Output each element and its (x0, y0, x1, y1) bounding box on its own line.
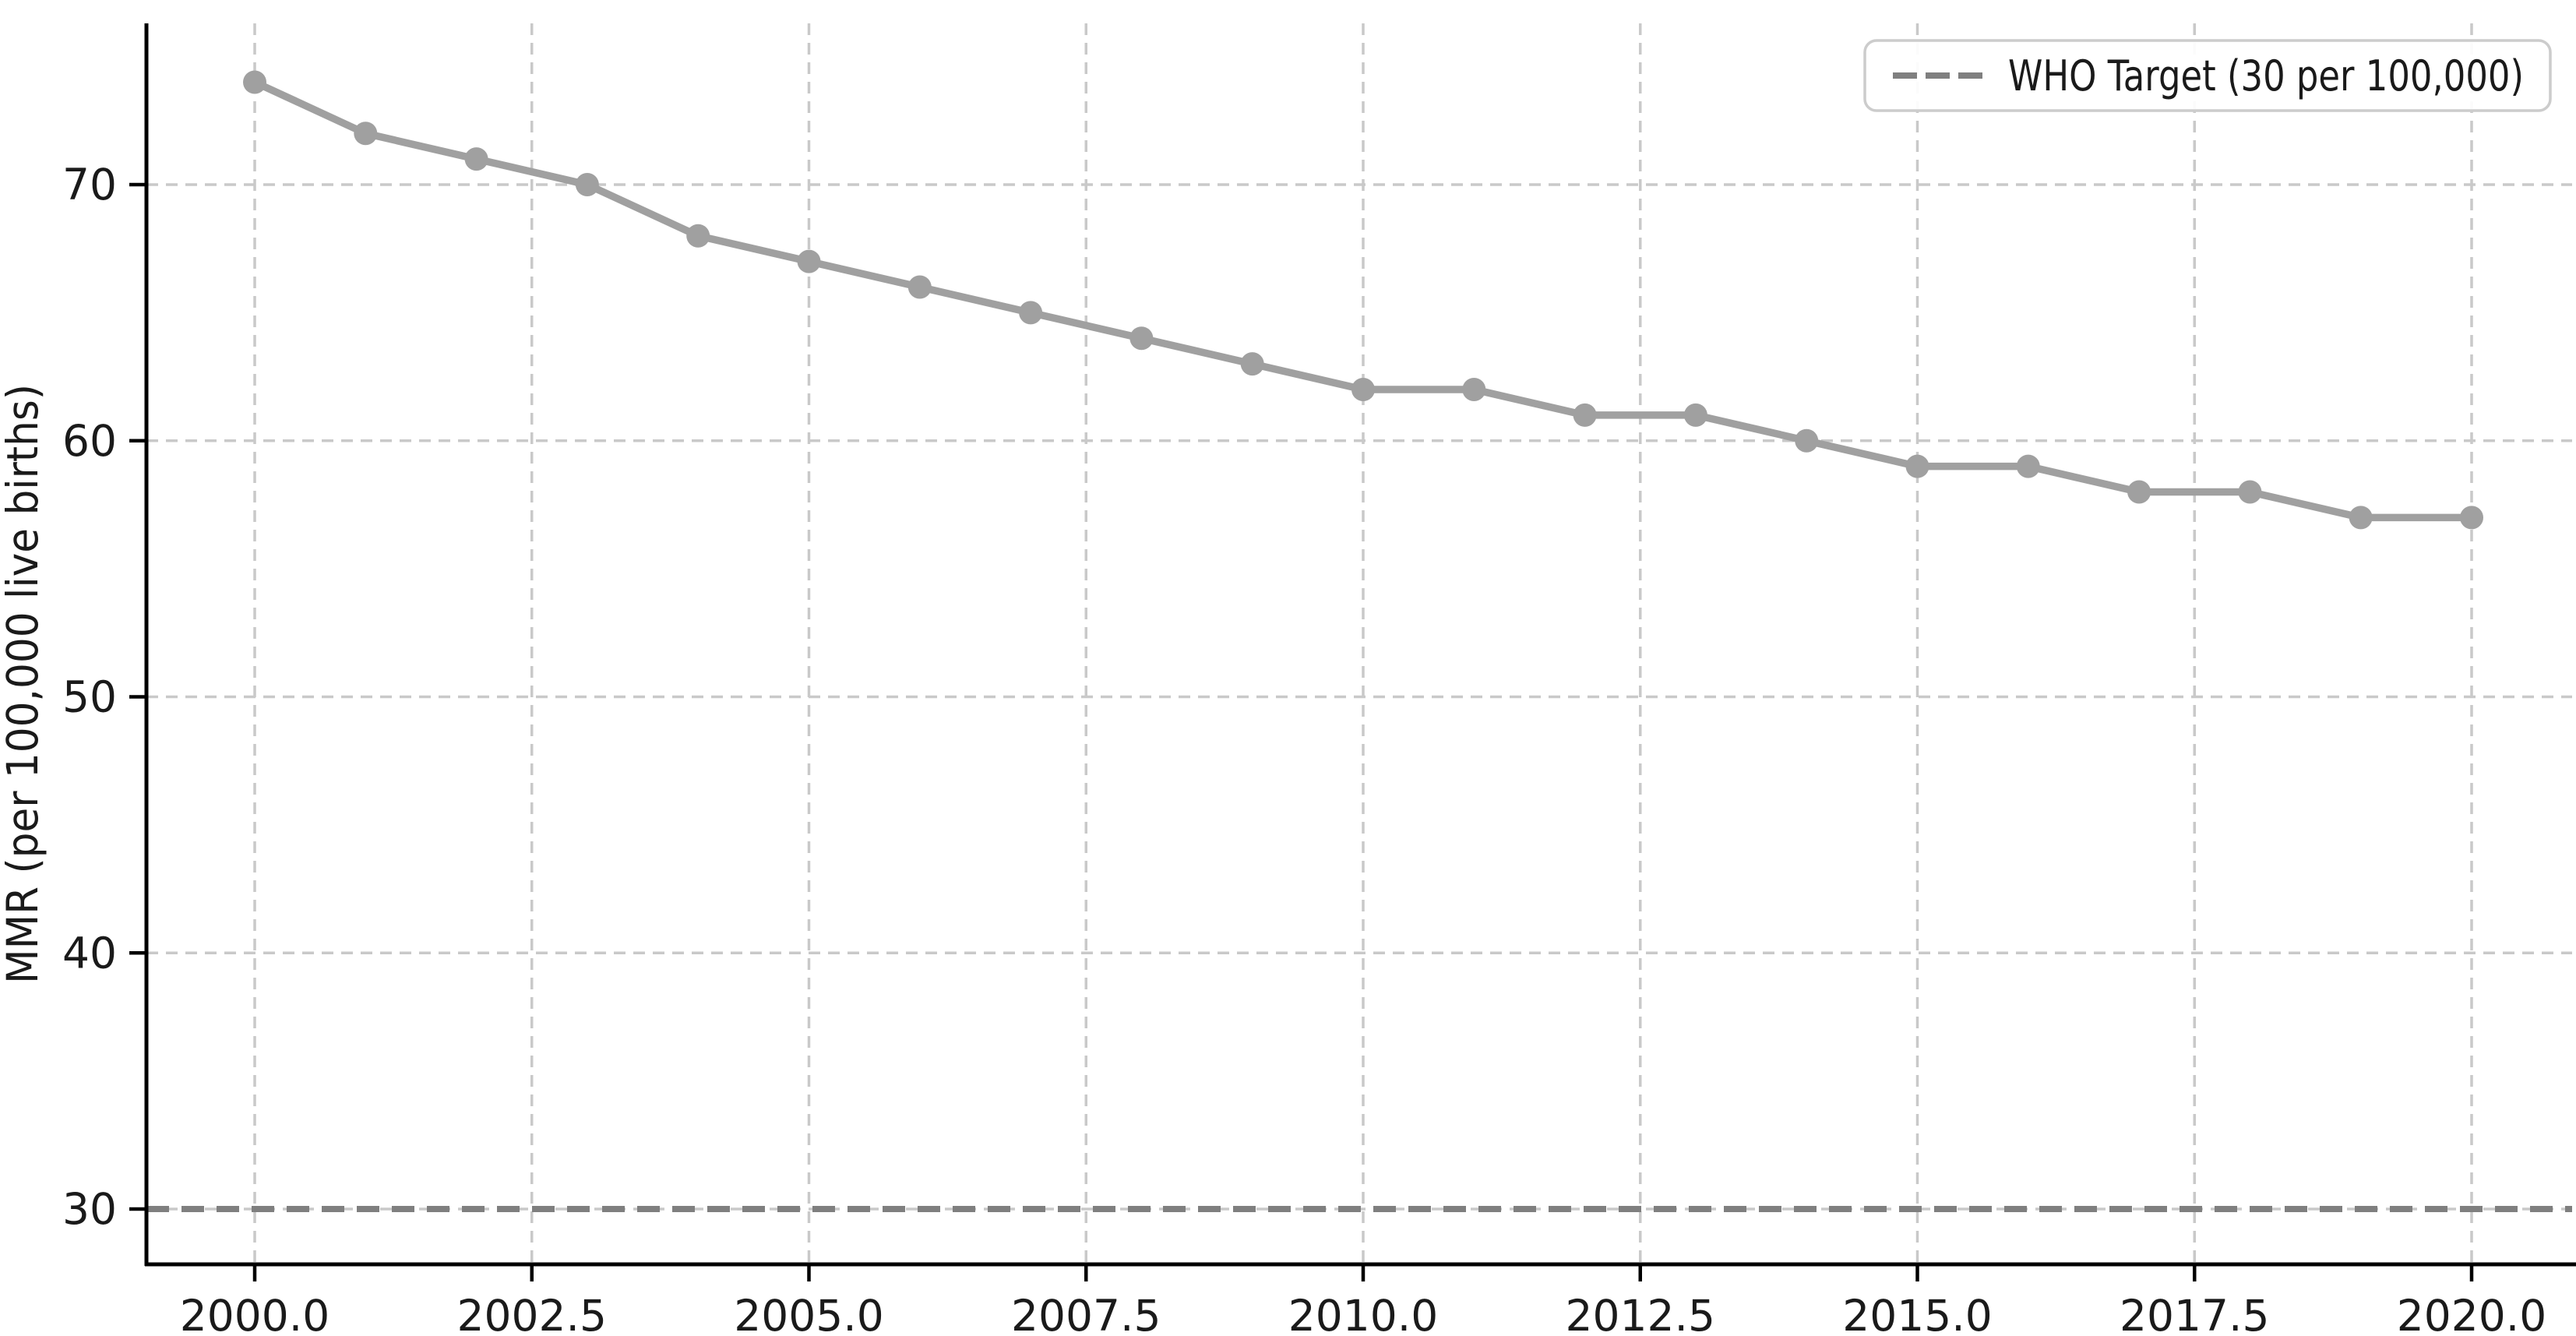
tick-labels-layer: 2000.0 2002.5 2005.0 2007.5 2010.0 2012.5 2015… (62, 160, 2546, 1336)
data-point-2009 (1240, 352, 1264, 376)
data-point-2005 (797, 249, 821, 273)
data-point-2001 (354, 122, 378, 146)
y-tick-label: 30 (62, 1184, 117, 1234)
y-tick-label: 70 (62, 160, 117, 210)
x-tick-label: 2002.5 (457, 1291, 607, 1336)
data-point-2011 (1462, 378, 1486, 401)
data-point-2018 (2238, 480, 2262, 504)
data-point-2017 (2127, 480, 2151, 504)
data-series-layer (243, 70, 2483, 530)
y-tick-label: 40 (62, 928, 117, 978)
data-point-2020 (2460, 506, 2483, 530)
axes-layer (129, 23, 2576, 1281)
x-tick-label: 2007.5 (1011, 1291, 1161, 1336)
data-point-2004 (686, 224, 710, 248)
data-point-2013 (1683, 403, 1707, 427)
x-tick-label: 2000.0 (180, 1291, 329, 1336)
x-tick-label: 2005.0 (734, 1291, 883, 1336)
legend: WHO Target (30 per 100,000) (1863, 39, 2552, 112)
gridlines-layer (146, 23, 2572, 1264)
data-point-2014 (1795, 428, 1819, 453)
data-point-2003 (575, 173, 599, 196)
x-tick-label: 2015.0 (1842, 1291, 1992, 1336)
data-point-2006 (907, 275, 932, 299)
y-tick-label: 50 (62, 672, 117, 722)
x-tick-label: 2010.0 (1288, 1291, 1438, 1336)
data-point-2000 (243, 70, 266, 94)
y-axis-label: MMR (per 100,000 live births) (0, 384, 48, 984)
data-point-2008 (1129, 326, 1154, 351)
legend-box (1863, 39, 2552, 112)
y-tick-label: 60 (62, 416, 117, 466)
data-point-2016 (2016, 454, 2040, 478)
x-tick-label: 2017.5 (2120, 1291, 2269, 1336)
data-point-2015 (1905, 454, 1929, 478)
data-point-2019 (2349, 506, 2373, 530)
data-point-2010 (1351, 378, 1375, 401)
data-point-2002 (464, 147, 488, 171)
legend-label: WHO Target (30 per 100,000) (2008, 51, 2524, 100)
data-point-2007 (1019, 301, 1043, 325)
x-tick-label: 2020.0 (2397, 1291, 2546, 1336)
x-tick-label: 2012.5 (1566, 1291, 1715, 1336)
data-point-2012 (1573, 403, 1597, 427)
